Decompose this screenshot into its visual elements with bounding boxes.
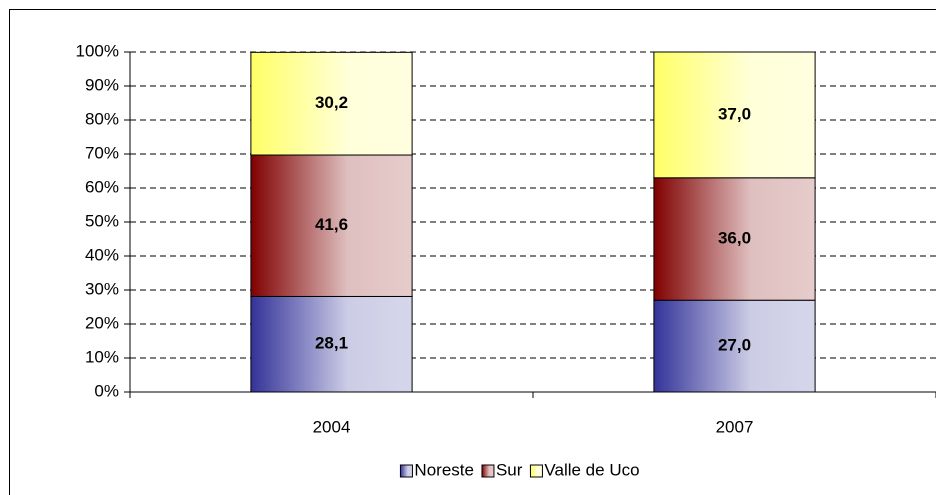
data-label: 41,6 (315, 215, 348, 234)
y-tick-label: 10% (85, 347, 119, 366)
bar-segment (250, 51, 413, 156)
data-label: 28,1 (315, 334, 348, 353)
legend-label: Noreste (414, 460, 474, 479)
data-label: 36,0 (718, 228, 751, 247)
y-tick-label: 40% (85, 245, 119, 264)
y-tick-label: 90% (85, 75, 119, 94)
bar-segment (653, 51, 816, 179)
y-tick-label: 80% (85, 109, 119, 128)
data-label: 37,0 (718, 104, 751, 123)
legend-swatch (399, 464, 413, 478)
y-tick-label: 50% (85, 211, 119, 230)
y-tick-label: 60% (85, 177, 119, 196)
bar-segment (250, 295, 413, 393)
legend-swatch (529, 464, 543, 478)
y-tick-label: 0% (94, 381, 119, 400)
y-tick-label: 70% (85, 143, 119, 162)
y-tick-label: 100% (76, 41, 119, 60)
legend-label: Valle de Uco (544, 460, 639, 479)
bar-segment (250, 154, 413, 297)
data-label: 27,0 (718, 336, 751, 355)
bar-segment (653, 299, 816, 393)
bar-segment (653, 177, 816, 301)
x-tick-label: 2004 (313, 417, 351, 436)
legend-label: Sur (496, 460, 523, 479)
x-tick-label: 2007 (716, 417, 754, 436)
y-tick-label: 30% (85, 279, 119, 298)
legend-swatch (481, 464, 495, 478)
data-label: 30,2 (315, 93, 348, 112)
y-tick-label: 20% (85, 313, 119, 332)
